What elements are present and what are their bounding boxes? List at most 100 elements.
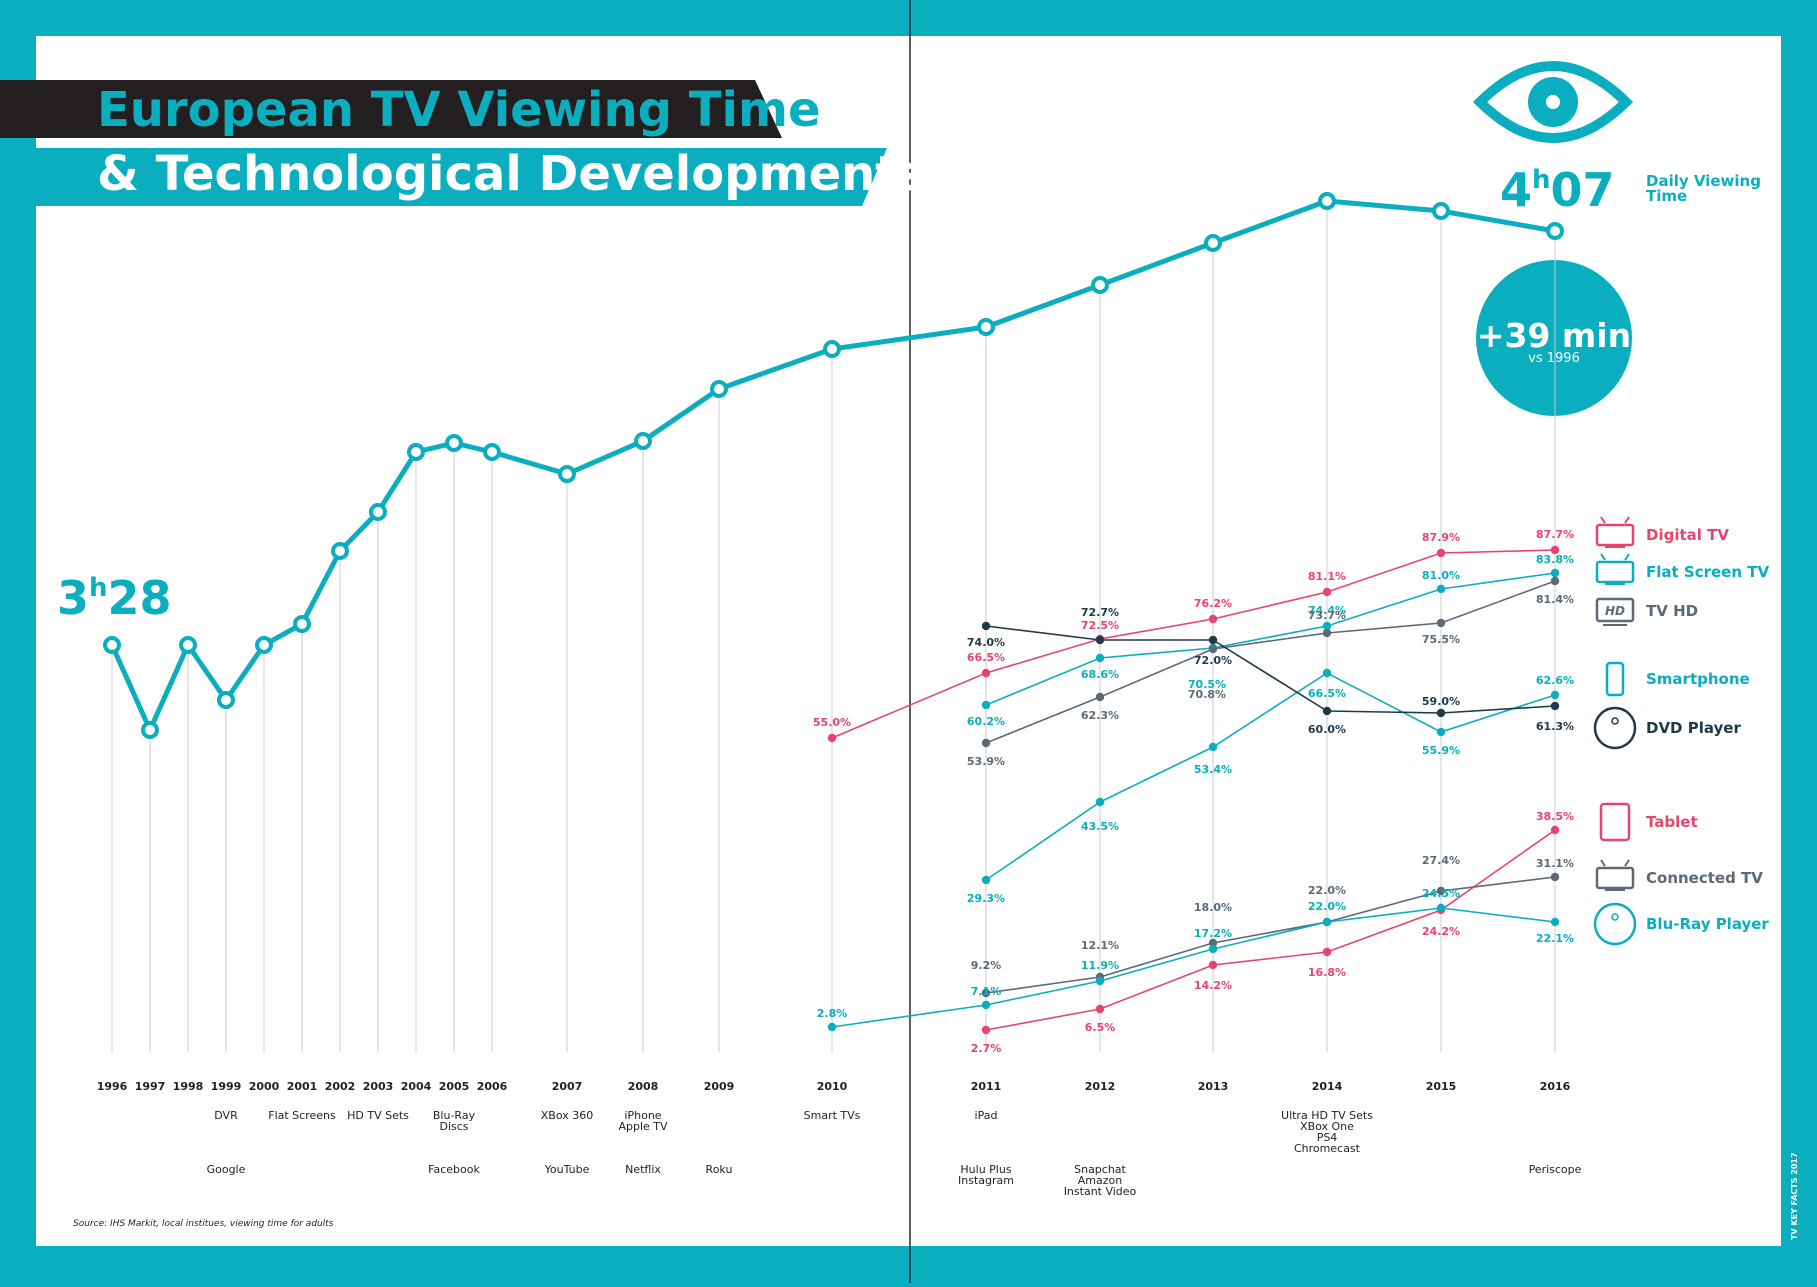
data-label-tablet-2013: 14.2%: [1194, 979, 1232, 992]
data-label-smartphone-2015: 55.9%: [1422, 744, 1460, 757]
eye-icon: [1472, 61, 1634, 143]
year-label-2006: 2006: [477, 1080, 508, 1093]
legend-label-tablet: Tablet: [1646, 813, 1698, 831]
data-label-dvd-player-2016: 61.3%: [1536, 720, 1574, 733]
viewing-point-2010: [823, 340, 841, 358]
event-2011-row1: iPad: [975, 1109, 998, 1122]
series-point-tv-hd-2012: [1095, 692, 1105, 702]
series-point-smartphone-2013: [1208, 742, 1218, 752]
series-point-tv-hd-2011: [981, 738, 991, 748]
data-label-blu-ray-player-2014: 22.0%: [1308, 900, 1346, 913]
dvd-player-icon-disc: [1593, 706, 1637, 750]
series-point-tablet-2013: [1208, 960, 1218, 970]
year-label-2015: 2015: [1426, 1080, 1457, 1093]
data-label-dvd-player-2015: 59.0%: [1422, 695, 1460, 708]
data-label-connected-tv-2014: 22.0%: [1308, 884, 1346, 897]
connected-tv-icon-antenna: [1600, 859, 1606, 867]
data-label-flat-screen-tv-2011: 60.2%: [967, 715, 1005, 728]
event-2008-row1: Apple TV: [618, 1120, 668, 1133]
viewing-point-2002: [331, 542, 349, 560]
series-line-tv-hd: [985, 580, 1556, 744]
viewing-point-1999: [217, 691, 235, 709]
data-label-tv-hd-2015: 75.5%: [1422, 633, 1460, 646]
event-2008-row1: iPhone: [624, 1109, 661, 1122]
year-label-2002: 2002: [325, 1080, 356, 1093]
series-point-connected-tv-2013: [1208, 938, 1218, 948]
viewing-point-2014: [1318, 192, 1336, 210]
legend-label-connected-tv: Connected TV: [1646, 869, 1763, 887]
page-title-line2: & Technological Developments.: [97, 146, 945, 202]
year-gridlines: [111, 210, 1556, 1052]
flat-screen-tv-icon-screen: [1595, 560, 1635, 584]
data-label-smartphone-2014: 66.5%: [1308, 687, 1346, 700]
series-point-digital-tv-2011: [981, 668, 991, 678]
series-point-tv-hd-2016: [1550, 576, 1560, 586]
data-label-dvd-player-2012: 72.7%: [1081, 606, 1119, 619]
series-point-flat-screen-tv-2015: [1436, 584, 1446, 594]
tv-hd-icon-text: HD: [1605, 604, 1625, 618]
blu-ray-player-icon-hole: [1611, 913, 1619, 921]
event-2011-row2: Instagram: [958, 1174, 1014, 1187]
series-point-digital-tv-2014: [1322, 587, 1332, 597]
event-2003-row1: HD TV Sets: [347, 1109, 409, 1122]
dvd-player-icon-hole: [1611, 717, 1619, 725]
data-label-digital-tv-2016: 87.7%: [1536, 528, 1574, 541]
year-label-1997: 1997: [135, 1080, 166, 1093]
viewing-point-2015: [1432, 202, 1450, 220]
viewing-point-1997: [141, 721, 159, 739]
event-2011-row2: Hulu Plus: [960, 1163, 1011, 1176]
data-label-tv-hd-2013: 70.8%: [1188, 688, 1226, 701]
viewing-point-2009: [710, 380, 728, 398]
series-point-tablet-2012: [1095, 1004, 1105, 1014]
legend-label-digital-tv: Digital TV: [1646, 526, 1729, 544]
page-background: [36, 36, 1781, 1246]
series-point-blu-ray-player-2016: [1550, 917, 1560, 927]
year-label-2009: 2009: [704, 1080, 735, 1093]
series-point-blu-ray-player-2013: [1208, 944, 1218, 954]
series-point-flat-screen-tv-2012: [1095, 653, 1105, 663]
tablet-icon: [1599, 802, 1631, 842]
viewing-point-1998: [179, 636, 197, 654]
data-label-blu-ray-player-2016: 22.1%: [1536, 932, 1574, 945]
event-2014-row1: PS4: [1317, 1131, 1338, 1144]
series-point-dvd-player-2012: [1095, 635, 1105, 645]
data-label-digital-tv-2011: 66.5%: [967, 651, 1005, 664]
data-label-digital-tv-2015: 87.9%: [1422, 531, 1460, 544]
year-label-2014: 2014: [1312, 1080, 1343, 1093]
data-label-digital-tv-2013: 76.2%: [1194, 597, 1232, 610]
viewing-point-2003: [369, 503, 387, 521]
event-2012-row2: Amazon: [1078, 1174, 1122, 1187]
smartphone-icon-body: [1605, 661, 1625, 697]
year-label-2005: 2005: [439, 1080, 470, 1093]
event-2010-row1: Smart TVs: [804, 1109, 861, 1122]
data-label-blu-ray-player-2013: 17.2%: [1194, 927, 1232, 940]
series-point-blu-ray-player-2014: [1322, 917, 1332, 927]
data-label-flat-screen-tv-2013: 70.5%: [1188, 678, 1226, 691]
series-point-blu-ray-player-2010: [827, 1022, 837, 1032]
delta-main: +39 min: [1477, 316, 1631, 355]
year-label-2003: 2003: [363, 1080, 394, 1093]
viewing-point-2013: [1204, 234, 1222, 252]
series-point-smartphone-2014: [1322, 668, 1332, 678]
data-label-connected-tv-2012: 12.1%: [1081, 939, 1119, 952]
technology-series: [827, 545, 1560, 1035]
series-point-digital-tv-2010: [827, 733, 837, 743]
series-point-blu-ray-player-2011: [981, 1000, 991, 1010]
connected-tv-icon-antenna: [1624, 859, 1630, 867]
data-label-smartphone-2011: 29.3%: [967, 892, 1005, 905]
legend-label-flat-screen-tv: Flat Screen TV: [1646, 563, 1769, 581]
digital-tv-icon: [1595, 516, 1635, 548]
event-2005-row1: Discs: [439, 1120, 468, 1133]
series-point-tablet-2014: [1322, 947, 1332, 957]
source-note: Source: IHS Markit, local institues, vie…: [73, 1219, 334, 1229]
series-point-tv-hd-2015: [1436, 618, 1446, 628]
viewing-point-2012: [1091, 276, 1109, 294]
data-label-tablet-2012: 6.5%: [1085, 1021, 1116, 1034]
event-1999-row2: Google: [207, 1163, 246, 1176]
flat-screen-tv-icon: [1595, 553, 1635, 585]
series-point-connected-tv-2016: [1550, 872, 1560, 882]
viewing-point-2008: [634, 432, 652, 450]
series-point-dvd-player-2011: [981, 621, 991, 631]
series-point-blu-ray-player-2012: [1095, 976, 1105, 986]
